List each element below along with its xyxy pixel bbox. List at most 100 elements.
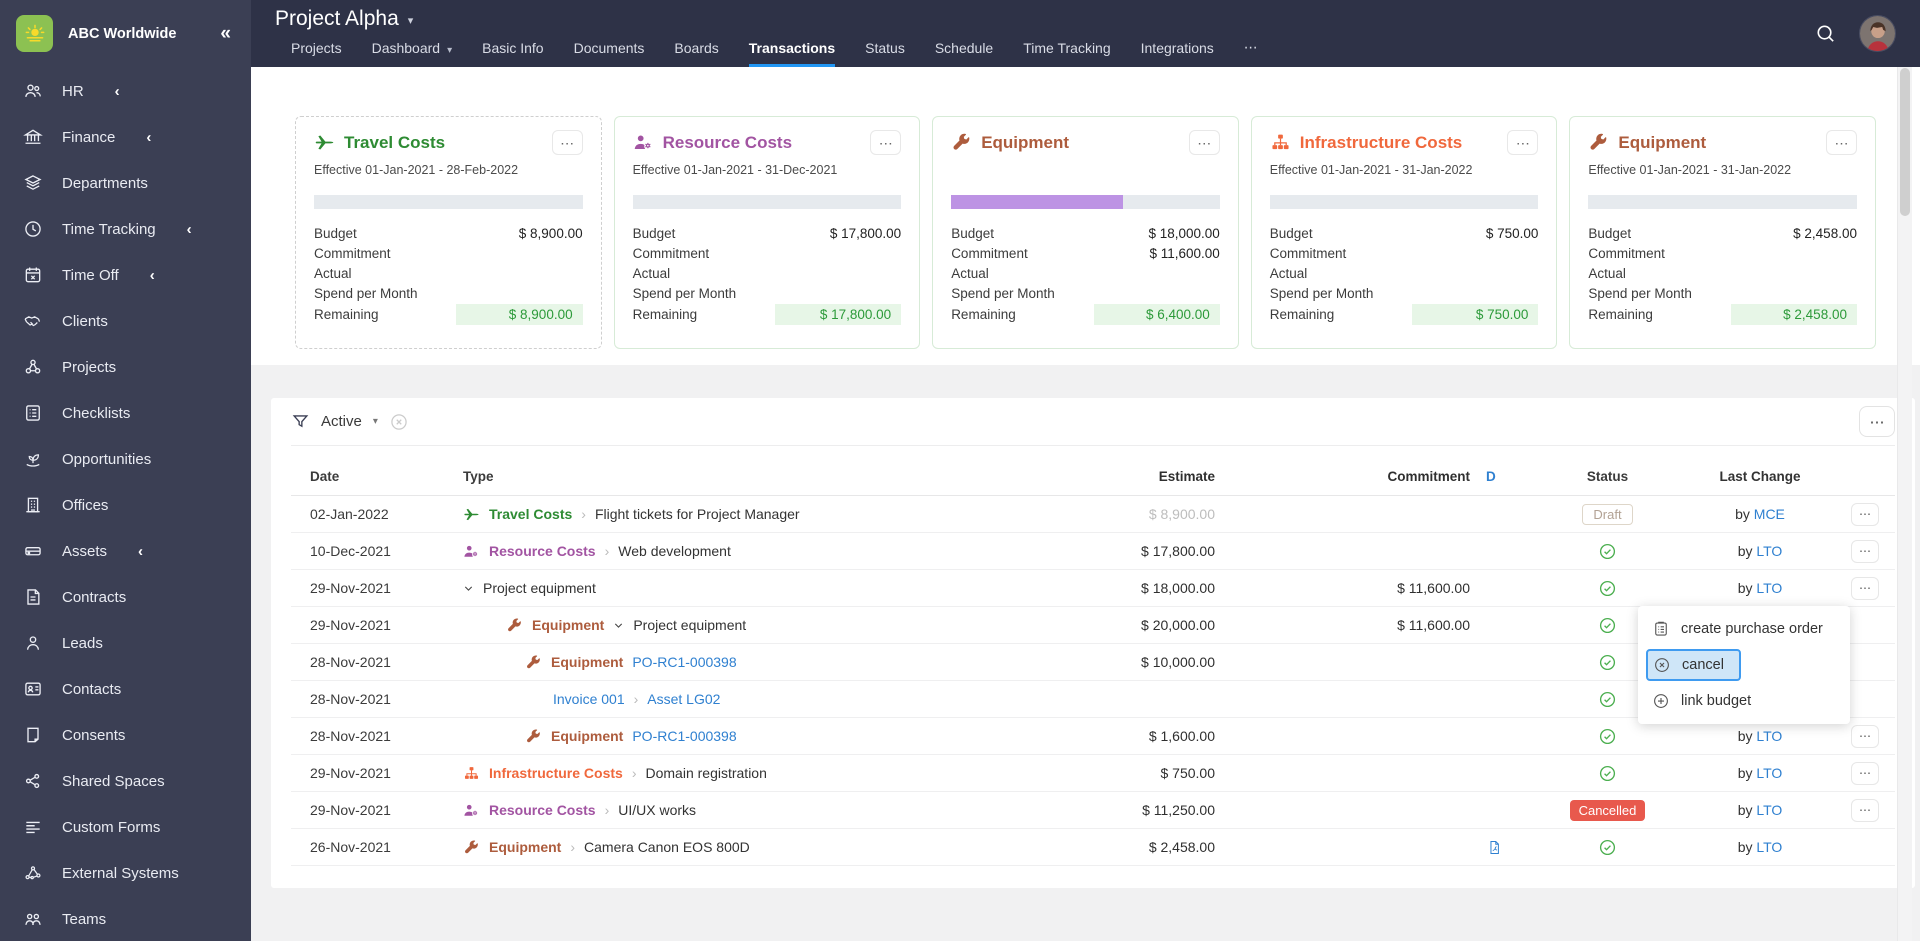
row-menu-button[interactable]: ⋯ xyxy=(1851,724,1879,748)
row-menu-button[interactable]: ⋯ xyxy=(1851,761,1879,785)
transaction-category[interactable]: Equipment xyxy=(489,839,562,855)
panel-menu-button[interactable]: ⋯ xyxy=(1859,406,1895,437)
transaction-category[interactable]: Resource Costs xyxy=(489,543,596,559)
context-menu-item[interactable]: create purchase order xyxy=(1646,612,1842,646)
row-menu-button[interactable]: ⋯ xyxy=(1851,798,1879,822)
project-tab[interactable]: Time Tracking▾ xyxy=(1023,40,1111,56)
table-row[interactable]: 28-Nov-2021 Equipment PO-RC1-000398 › $ … xyxy=(291,718,1895,755)
sidebar-item[interactable]: Offices ‹ xyxy=(0,482,251,528)
sidebar-item[interactable]: Contacts ‹ xyxy=(0,666,251,712)
project-tab[interactable]: Schedule▾ xyxy=(934,40,994,56)
last-change-user-link[interactable]: MCE xyxy=(1753,506,1785,522)
transaction-description[interactable]: Project equipment xyxy=(483,580,596,596)
chevron-left-icon[interactable]: ‹ xyxy=(186,220,192,238)
transaction-category[interactable]: Travel Costs xyxy=(489,506,573,522)
project-tab[interactable]: Documents▾ xyxy=(573,40,645,56)
row-menu-button[interactable]: ⋯ xyxy=(1851,502,1879,526)
chevron-left-icon[interactable]: ‹ xyxy=(138,542,144,560)
table-row[interactable]: 02-Jan-2022 Travel Costs › Flight ticket… xyxy=(291,496,1895,533)
filter-value[interactable]: Active xyxy=(321,413,362,430)
transaction-description[interactable]: Web development xyxy=(618,543,731,559)
sidebar-item[interactable]: Time Tracking ‹ xyxy=(0,206,251,252)
pdf-document-icon[interactable] xyxy=(1486,839,1503,856)
transaction-description[interactable]: Camera Canon EOS 800D xyxy=(584,839,750,855)
last-change-user-link[interactable]: LTO xyxy=(1756,728,1783,744)
sidebar-item[interactable]: External Systems ‹ xyxy=(0,850,251,896)
col-header-d[interactable]: D xyxy=(1486,469,1496,484)
filter-caret-icon[interactable]: ▾ xyxy=(372,416,378,427)
sidebar-item[interactable]: Departments ‹ xyxy=(0,160,251,206)
card-menu-button[interactable]: ⋯ xyxy=(870,130,902,155)
page-scrollbar[interactable] xyxy=(1897,67,1912,941)
project-tab[interactable]: ⋯▾ xyxy=(1243,39,1258,55)
budget-card-title[interactable]: Travel Costs xyxy=(344,132,446,152)
search-button[interactable] xyxy=(1814,22,1837,45)
sidebar-item[interactable]: Custom Forms ‹ xyxy=(0,804,251,850)
table-row[interactable]: 29-Nov-2021 Resource Costs › UI/UX works… xyxy=(291,792,1895,829)
sidebar-item[interactable]: Finance ‹ xyxy=(0,114,251,160)
col-header-last-change[interactable]: Last Change xyxy=(1719,469,1801,484)
table-row[interactable]: 29-Nov-2021 Equipment › Project equipmen… xyxy=(291,607,1895,644)
expand-chevron-down-icon[interactable] xyxy=(463,583,474,594)
col-header-status[interactable]: Status xyxy=(1586,469,1629,484)
last-change-user-link[interactable]: LTO xyxy=(1756,543,1783,559)
sidebar-item[interactable]: Assets ‹ xyxy=(0,528,251,574)
expand-chevron-down-icon[interactable] xyxy=(613,620,624,631)
project-tab[interactable]: Dashboard ▾ xyxy=(371,40,453,56)
sidebar-collapse-button[interactable]: « xyxy=(220,22,231,44)
sidebar-item[interactable]: Teams ‹ xyxy=(0,896,251,941)
sidebar-item[interactable]: Opportunities ‹ xyxy=(0,436,251,482)
project-tab[interactable]: Basic Info▾ xyxy=(482,40,544,56)
budget-card-title[interactable]: Equipment xyxy=(1618,132,1707,152)
transaction-category[interactable]: Resource Costs xyxy=(489,802,596,818)
filter-funnel-icon[interactable] xyxy=(291,412,310,431)
sidebar-item[interactable]: Checklists ‹ xyxy=(0,390,251,436)
transaction-link[interactable]: PO-RC1-000398 xyxy=(632,728,737,744)
project-tab[interactable]: Integrations▾ xyxy=(1140,40,1214,56)
last-change-user-link[interactable]: LTO xyxy=(1756,802,1783,818)
transaction-category[interactable]: Equipment xyxy=(532,617,605,633)
title-caret-icon[interactable]: ▾ xyxy=(407,15,414,27)
project-tab[interactable]: Projects▾ xyxy=(291,40,342,56)
user-avatar[interactable] xyxy=(1859,15,1896,52)
company-logo[interactable] xyxy=(16,15,53,52)
page-title[interactable]: Project Alpha xyxy=(275,7,399,30)
budget-card-title[interactable]: Resource Costs xyxy=(662,132,793,152)
chevron-left-icon[interactable]: ‹ xyxy=(146,128,152,146)
transaction-link[interactable]: PO-RC1-000398 xyxy=(632,654,737,670)
transaction-link[interactable]: Asset LG02 xyxy=(647,691,721,707)
sidebar-item[interactable]: HR ‹ xyxy=(0,68,251,114)
card-menu-button[interactable]: ⋯ xyxy=(551,130,583,155)
table-row[interactable]: 29-Nov-2021 › Project equipment $ 18,000… xyxy=(291,570,1895,607)
transaction-description[interactable]: Flight tickets for Project Manager xyxy=(594,506,800,522)
col-header-commitment[interactable]: Commitment xyxy=(1387,469,1470,484)
project-tab[interactable]: Status▾ xyxy=(865,40,905,56)
card-menu-button[interactable]: ⋯ xyxy=(1188,130,1220,155)
sidebar-item[interactable]: Consents ‹ xyxy=(0,712,251,758)
budget-card-title[interactable]: Infrastructure Costs xyxy=(1299,132,1463,152)
last-change-user-link[interactable]: LTO xyxy=(1756,765,1783,781)
card-menu-button[interactable]: ⋯ xyxy=(1825,130,1857,155)
project-tab[interactable]: Boards▾ xyxy=(674,40,719,56)
card-menu-button[interactable]: ⋯ xyxy=(1507,130,1539,155)
sidebar-item[interactable]: Leads ‹ xyxy=(0,620,251,666)
transaction-category[interactable]: Equipment xyxy=(551,728,624,744)
chevron-left-icon[interactable]: ‹ xyxy=(114,82,120,100)
col-header-date[interactable]: Date xyxy=(310,469,340,484)
table-row[interactable]: 26-Nov-2021 Equipment › Camera Canon EOS… xyxy=(291,829,1895,866)
project-tab[interactable]: Transactions▾ xyxy=(748,40,836,67)
sidebar-item[interactable]: Time Off ‹ xyxy=(0,252,251,298)
transaction-category[interactable]: Equipment xyxy=(551,654,624,670)
transaction-category[interactable]: Infrastructure Costs xyxy=(489,765,623,781)
col-header-type[interactable]: Type xyxy=(463,469,494,484)
table-row[interactable]: 10-Dec-2021 Resource Costs › Web develop… xyxy=(291,533,1895,570)
transaction-description[interactable]: Project equipment xyxy=(633,617,747,633)
chevron-left-icon[interactable]: ‹ xyxy=(149,266,155,284)
row-menu-button[interactable]: ⋯ xyxy=(1851,539,1879,563)
transaction-description[interactable]: Domain registration xyxy=(645,765,767,781)
scrollbar-thumb[interactable] xyxy=(1900,68,1910,216)
last-change-user-link[interactable]: LTO xyxy=(1756,580,1783,596)
transaction-description[interactable]: UI/UX works xyxy=(618,802,697,818)
last-change-user-link[interactable]: LTO xyxy=(1756,839,1783,855)
sidebar-item[interactable]: Shared Spaces ‹ xyxy=(0,758,251,804)
